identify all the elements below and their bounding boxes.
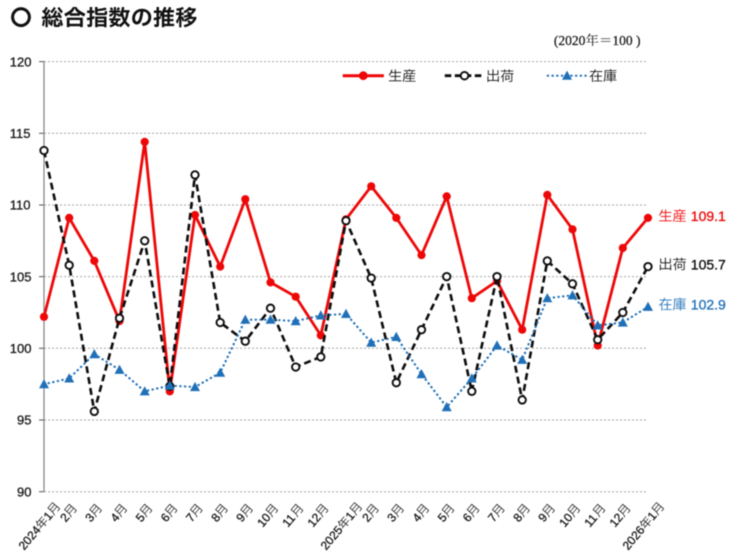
svg-text:120: 120 xyxy=(10,54,32,69)
svg-text:(2020: (2020 xyxy=(554,33,586,48)
svg-text:110: 110 xyxy=(10,198,31,213)
svg-text:109.1: 109.1 xyxy=(691,208,726,224)
svg-text:105.7: 105.7 xyxy=(691,256,726,272)
svg-text:100: 100 xyxy=(10,341,32,356)
svg-text:95: 95 xyxy=(17,413,31,428)
svg-text:100: 100 xyxy=(612,33,633,48)
svg-text:105: 105 xyxy=(10,269,32,284)
svg-text:115: 115 xyxy=(10,126,31,141)
svg-text:102.9: 102.9 xyxy=(691,297,726,313)
svg-text:90: 90 xyxy=(17,484,31,499)
svg-text:): ) xyxy=(636,33,641,48)
